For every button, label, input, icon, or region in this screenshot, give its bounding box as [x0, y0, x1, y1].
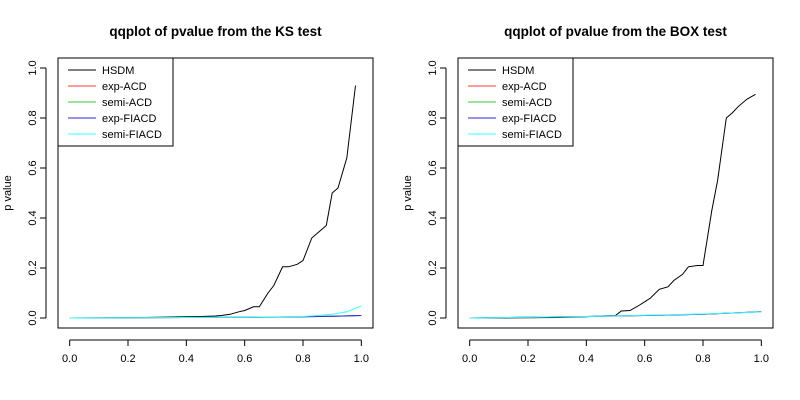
- chart-panel-1: qqplot of pvalue from the KS test 0.0 0.2 0…: [2, 24, 374, 365]
- plot-frame: [457, 57, 774, 329]
- y-axis-label: p value: [2, 175, 14, 210]
- legend-label: semi-FIACD: [502, 129, 562, 141]
- x-tick-label: 0.2: [120, 353, 135, 365]
- legend-label: exp-FIACD: [102, 113, 156, 125]
- y-axis-label: p value: [402, 175, 414, 210]
- legend-label: semi-ACD: [502, 97, 552, 109]
- legend-label: exp-FIACD: [502, 113, 556, 125]
- chart-panel-2: qqplot of pvalue from the BOX test 0.0 0.2…: [402, 24, 774, 365]
- y-tick-label: 0.4: [427, 210, 439, 225]
- x-tick-label: 1.0: [354, 353, 369, 365]
- y-tick-label: 0.8: [427, 110, 439, 125]
- x-tick-label: 1.0: [754, 353, 769, 365]
- y-tick-label: 1.0: [27, 60, 39, 75]
- x-tick-label: 0.8: [295, 353, 310, 365]
- legend-label: semi-ACD: [102, 97, 152, 109]
- x-tick-label: 0.2: [520, 353, 535, 365]
- legend-label: HSDM: [102, 65, 134, 77]
- x-tick-label: 0.8: [695, 353, 710, 365]
- x-tick-label: 0.0: [462, 353, 477, 365]
- legend-label: exp-ACD: [502, 81, 547, 93]
- y-tick-label: 0.0: [27, 310, 39, 325]
- y-tick-label: 0.6: [427, 160, 439, 175]
- y-tick-label: 0.2: [27, 260, 39, 275]
- y-tick-label: 0.4: [27, 210, 39, 225]
- y-tick-label: 0.2: [427, 260, 439, 275]
- series-line-semi-fiacd: [469, 311, 762, 319]
- chart-title: qqplot of pvalue from the KS test: [109, 24, 322, 39]
- x-tick-label: 0.4: [179, 353, 194, 365]
- legend-label: exp-ACD: [102, 81, 147, 93]
- x-tick-label: 0.0: [62, 353, 77, 365]
- plot-frame: [57, 57, 374, 329]
- y-tick-label: 0.8: [27, 110, 39, 125]
- legend-label: semi-FIACD: [102, 129, 162, 141]
- chart-title: qqplot of pvalue from the BOX test: [504, 24, 727, 39]
- x-tick-label: 0.6: [637, 353, 652, 365]
- x-tick-label: 0.6: [237, 353, 252, 365]
- x-tick-label: 0.4: [579, 353, 594, 365]
- legend-label: HSDM: [502, 65, 534, 77]
- y-tick-label: 1.0: [427, 60, 439, 75]
- y-tick-label: 0.6: [27, 160, 39, 175]
- series-line-semi-fiacd: [69, 305, 362, 319]
- y-tick-label: 0.0: [427, 310, 439, 325]
